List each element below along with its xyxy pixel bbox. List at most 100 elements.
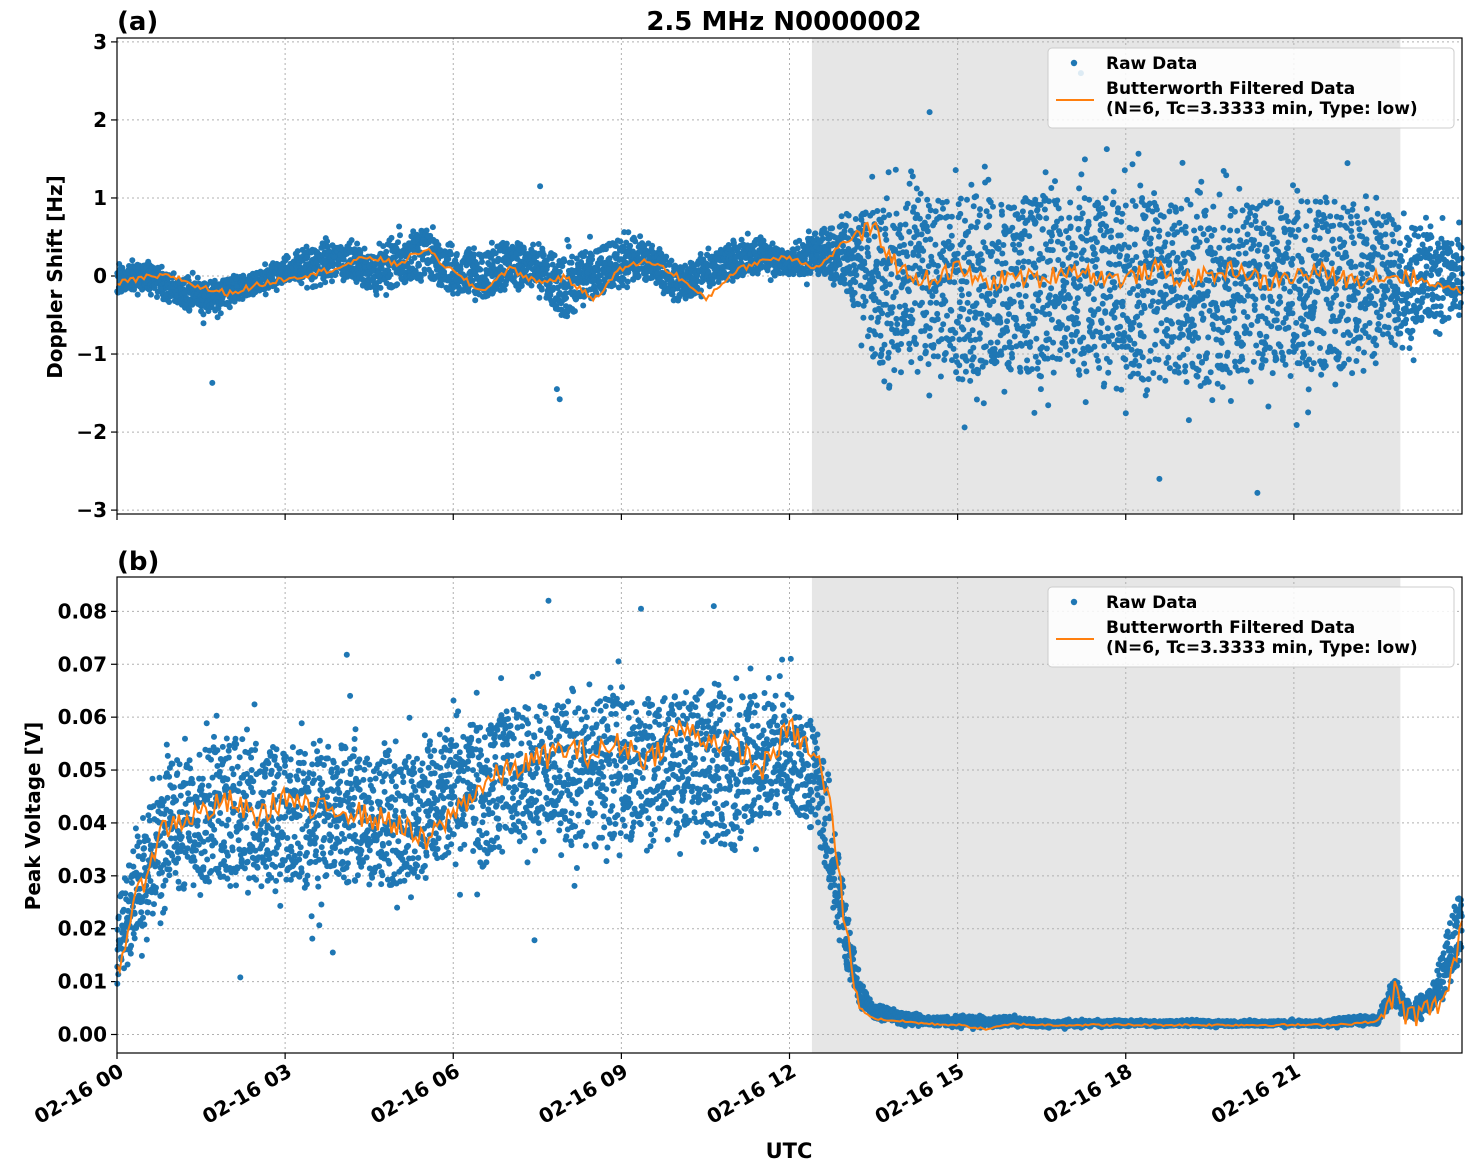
raw-data-point	[189, 269, 196, 276]
raw-data-point	[1103, 146, 1110, 153]
raw-data-point	[1065, 254, 1072, 261]
raw-data-point	[1079, 210, 1086, 217]
raw-data-point	[397, 232, 403, 239]
raw-data-point	[1219, 366, 1226, 373]
raw-data-point	[1129, 325, 1136, 332]
raw-data-point	[1253, 342, 1260, 349]
raw-data-point	[1266, 345, 1273, 351]
raw-data-point	[838, 213, 845, 220]
raw-data-point	[908, 359, 915, 366]
raw-data-point	[1273, 317, 1280, 324]
raw-data-point	[1091, 343, 1098, 350]
raw-data-point	[376, 261, 383, 268]
raw-data-point	[1018, 342, 1025, 349]
raw-data-point	[1361, 349, 1367, 356]
raw-data-point	[831, 276, 838, 283]
raw-data-point	[574, 290, 581, 297]
raw-data-point	[1006, 227, 1013, 234]
raw-data-point	[994, 245, 1001, 251]
raw-data-point	[1295, 226, 1302, 233]
raw-data-point	[668, 257, 675, 264]
raw-data-point	[1093, 256, 1100, 263]
raw-data-point	[879, 276, 886, 282]
raw-data-point	[1310, 307, 1317, 314]
raw-data-point	[1215, 352, 1222, 359]
raw-data-point	[393, 245, 400, 252]
raw-data-point	[1400, 210, 1407, 217]
raw-data-point	[917, 355, 924, 362]
raw-data-point	[967, 337, 974, 344]
raw-data-point	[1043, 345, 1050, 352]
raw-data-point	[465, 246, 472, 253]
raw-data-point	[1103, 294, 1110, 301]
raw-data-point	[1202, 352, 1209, 359]
raw-data-point	[1076, 185, 1083, 192]
raw-data-point	[970, 354, 977, 361]
raw-data-point	[1233, 259, 1240, 266]
raw-data-point	[1132, 357, 1139, 364]
raw-data-point	[960, 278, 967, 285]
raw-data-point	[932, 208, 939, 215]
raw-data-point	[1103, 355, 1110, 362]
y-tick-label: −1	[76, 342, 107, 366]
raw-data-point	[1152, 203, 1159, 210]
raw-data-point	[923, 309, 930, 316]
raw-data-point	[924, 196, 931, 203]
raw-data-point	[1265, 403, 1272, 410]
raw-data-point	[824, 269, 830, 276]
raw-data-point	[1174, 254, 1181, 261]
raw-data-point	[1151, 190, 1158, 197]
raw-data-point	[990, 203, 996, 210]
raw-data-point	[1189, 316, 1195, 323]
raw-data-point	[1031, 315, 1038, 322]
raw-data-point	[1095, 357, 1101, 364]
raw-data-point	[1086, 323, 1093, 330]
raw-data-point	[943, 198, 950, 205]
raw-data-point	[1168, 338, 1175, 345]
raw-data-point	[1157, 291, 1164, 298]
raw-data-point	[663, 253, 670, 260]
raw-data-point	[1058, 215, 1065, 222]
raw-data-point	[312, 283, 319, 290]
raw-data-point	[1156, 227, 1163, 234]
raw-data-point	[329, 263, 336, 269]
raw-data-point	[1112, 261, 1119, 268]
raw-data-point	[697, 251, 704, 257]
raw-data-point	[564, 313, 571, 320]
raw-data-point	[1264, 253, 1271, 260]
raw-data-point	[841, 280, 848, 287]
raw-data-point	[903, 328, 910, 335]
raw-data-point	[1301, 237, 1308, 243]
raw-data-point	[964, 196, 970, 203]
raw-data-point	[1190, 255, 1197, 261]
raw-data-point	[1251, 302, 1258, 309]
raw-data-point	[1192, 235, 1199, 242]
raw-data-point	[1243, 367, 1250, 374]
raw-data-point	[1102, 246, 1109, 253]
raw-data-point	[1142, 249, 1149, 256]
raw-data-point	[563, 295, 570, 301]
raw-data-point	[903, 307, 910, 314]
raw-data-point	[1081, 360, 1088, 367]
raw-data-point	[402, 278, 409, 285]
raw-data-point	[613, 251, 620, 258]
raw-data-point	[1310, 360, 1317, 367]
raw-data-point	[1107, 261, 1114, 268]
raw-data-point	[1183, 379, 1190, 385]
raw-data-point	[1298, 258, 1305, 265]
raw-data-point	[1051, 303, 1058, 310]
raw-data-point	[1317, 199, 1324, 205]
raw-data-point	[794, 245, 801, 252]
raw-data-point	[1169, 240, 1176, 246]
raw-data-point	[1231, 208, 1238, 215]
raw-data-point	[914, 231, 921, 238]
raw-data-point	[1072, 300, 1079, 307]
raw-data-point	[995, 352, 1002, 358]
raw-data-point	[1225, 324, 1232, 331]
raw-data-point	[767, 277, 774, 284]
raw-data-point	[1149, 208, 1156, 215]
raw-data-point	[1054, 238, 1061, 245]
raw-data-point	[1195, 334, 1202, 341]
raw-data-point	[1294, 360, 1301, 367]
raw-data-point	[769, 240, 776, 247]
